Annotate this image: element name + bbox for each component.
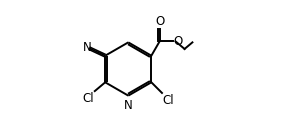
Text: O: O	[174, 35, 183, 48]
Text: O: O	[155, 15, 164, 28]
Text: Cl: Cl	[82, 92, 94, 105]
Text: Cl: Cl	[163, 94, 174, 107]
Text: N: N	[83, 41, 91, 54]
Text: N: N	[124, 99, 133, 112]
